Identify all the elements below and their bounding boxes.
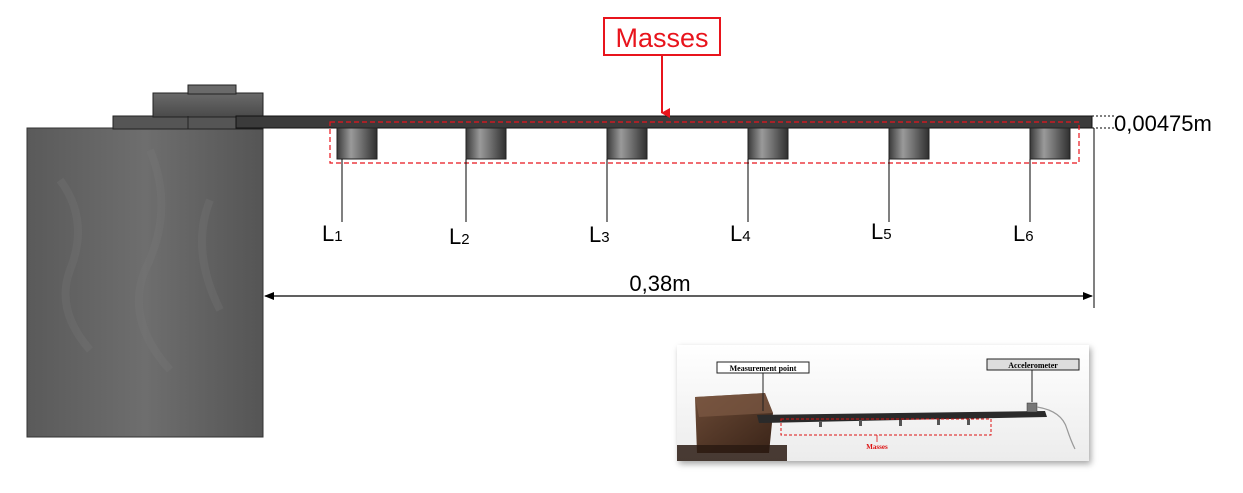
length-label: 0,38m xyxy=(629,271,690,296)
clamp-bolt xyxy=(187,84,237,95)
photo-masses-region xyxy=(780,418,992,436)
mass-3 xyxy=(606,127,648,160)
mass-1 xyxy=(336,127,378,160)
masses-callout-label: Masses xyxy=(615,23,708,53)
masses-group xyxy=(336,127,1071,160)
photo-accelerometer-callout xyxy=(986,358,1080,371)
clamp-block xyxy=(152,92,264,118)
position-label-4: L4 xyxy=(730,221,751,246)
support-block xyxy=(26,127,264,438)
mass-2 xyxy=(465,127,507,160)
mass-5 xyxy=(888,127,930,160)
photo-accelerometer-label: Accelerometer xyxy=(1008,361,1058,370)
photo-masses-label: Masses xyxy=(866,443,888,451)
setup-photo: Measurement point Accelerometer Masses xyxy=(677,345,1089,461)
position-label-2: L2 xyxy=(449,224,470,249)
position-label-1: L1 xyxy=(322,221,343,246)
mass-6 xyxy=(1029,127,1071,160)
thickness-label: 0,00475m xyxy=(1114,111,1212,136)
position-label-6: L6 xyxy=(1013,221,1034,246)
photo-accelerometer xyxy=(1026,402,1038,413)
photo-measurement-label: Measurement point xyxy=(730,364,797,373)
photo-beam xyxy=(757,411,1047,423)
position-label-5: L5 xyxy=(871,219,892,244)
mass-4 xyxy=(747,127,789,160)
position-label-3: L3 xyxy=(589,222,610,247)
masses-dashed-region xyxy=(329,121,1080,164)
